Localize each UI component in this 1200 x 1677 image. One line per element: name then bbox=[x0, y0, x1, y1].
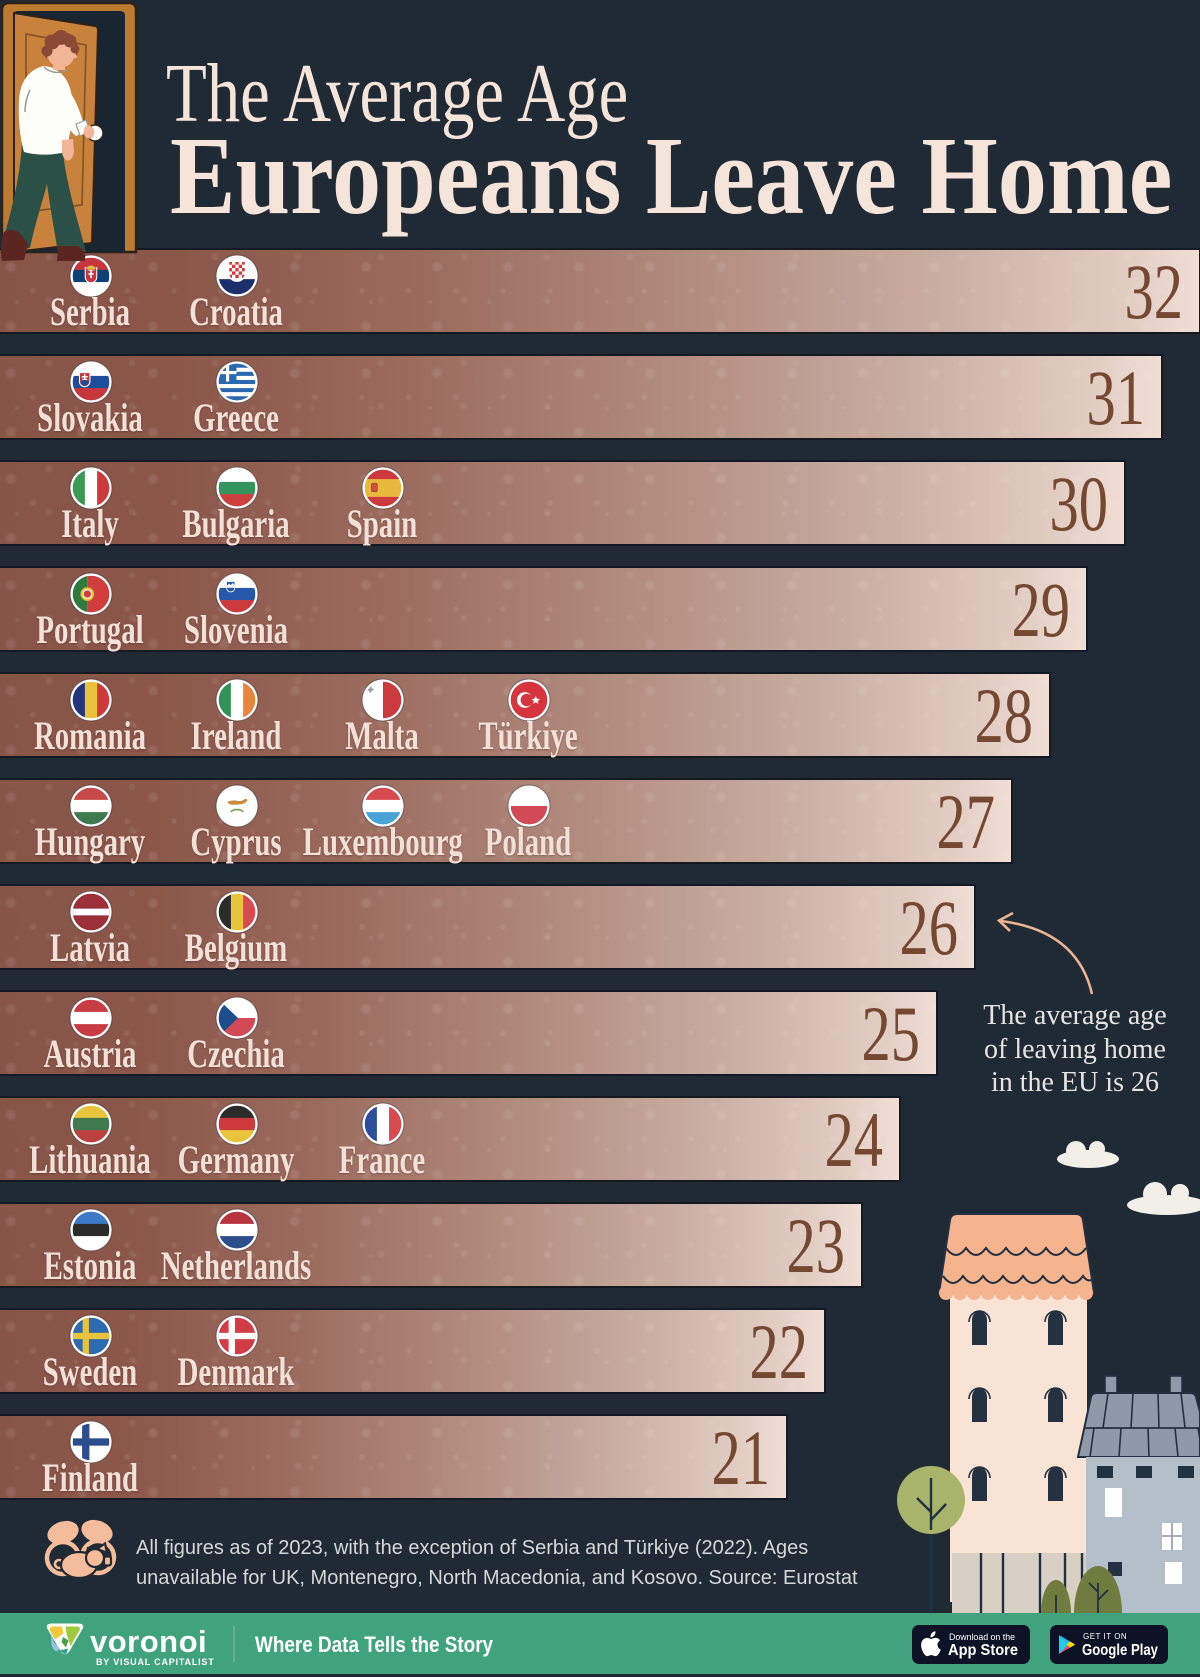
svg-text:Google Play: Google Play bbox=[1082, 1642, 1158, 1659]
svg-text:Download on the: Download on the bbox=[949, 1632, 1015, 1642]
svg-text:GET IT ON: GET IT ON bbox=[1083, 1632, 1127, 1641]
svg-text:App Store: App Store bbox=[948, 1642, 1018, 1659]
